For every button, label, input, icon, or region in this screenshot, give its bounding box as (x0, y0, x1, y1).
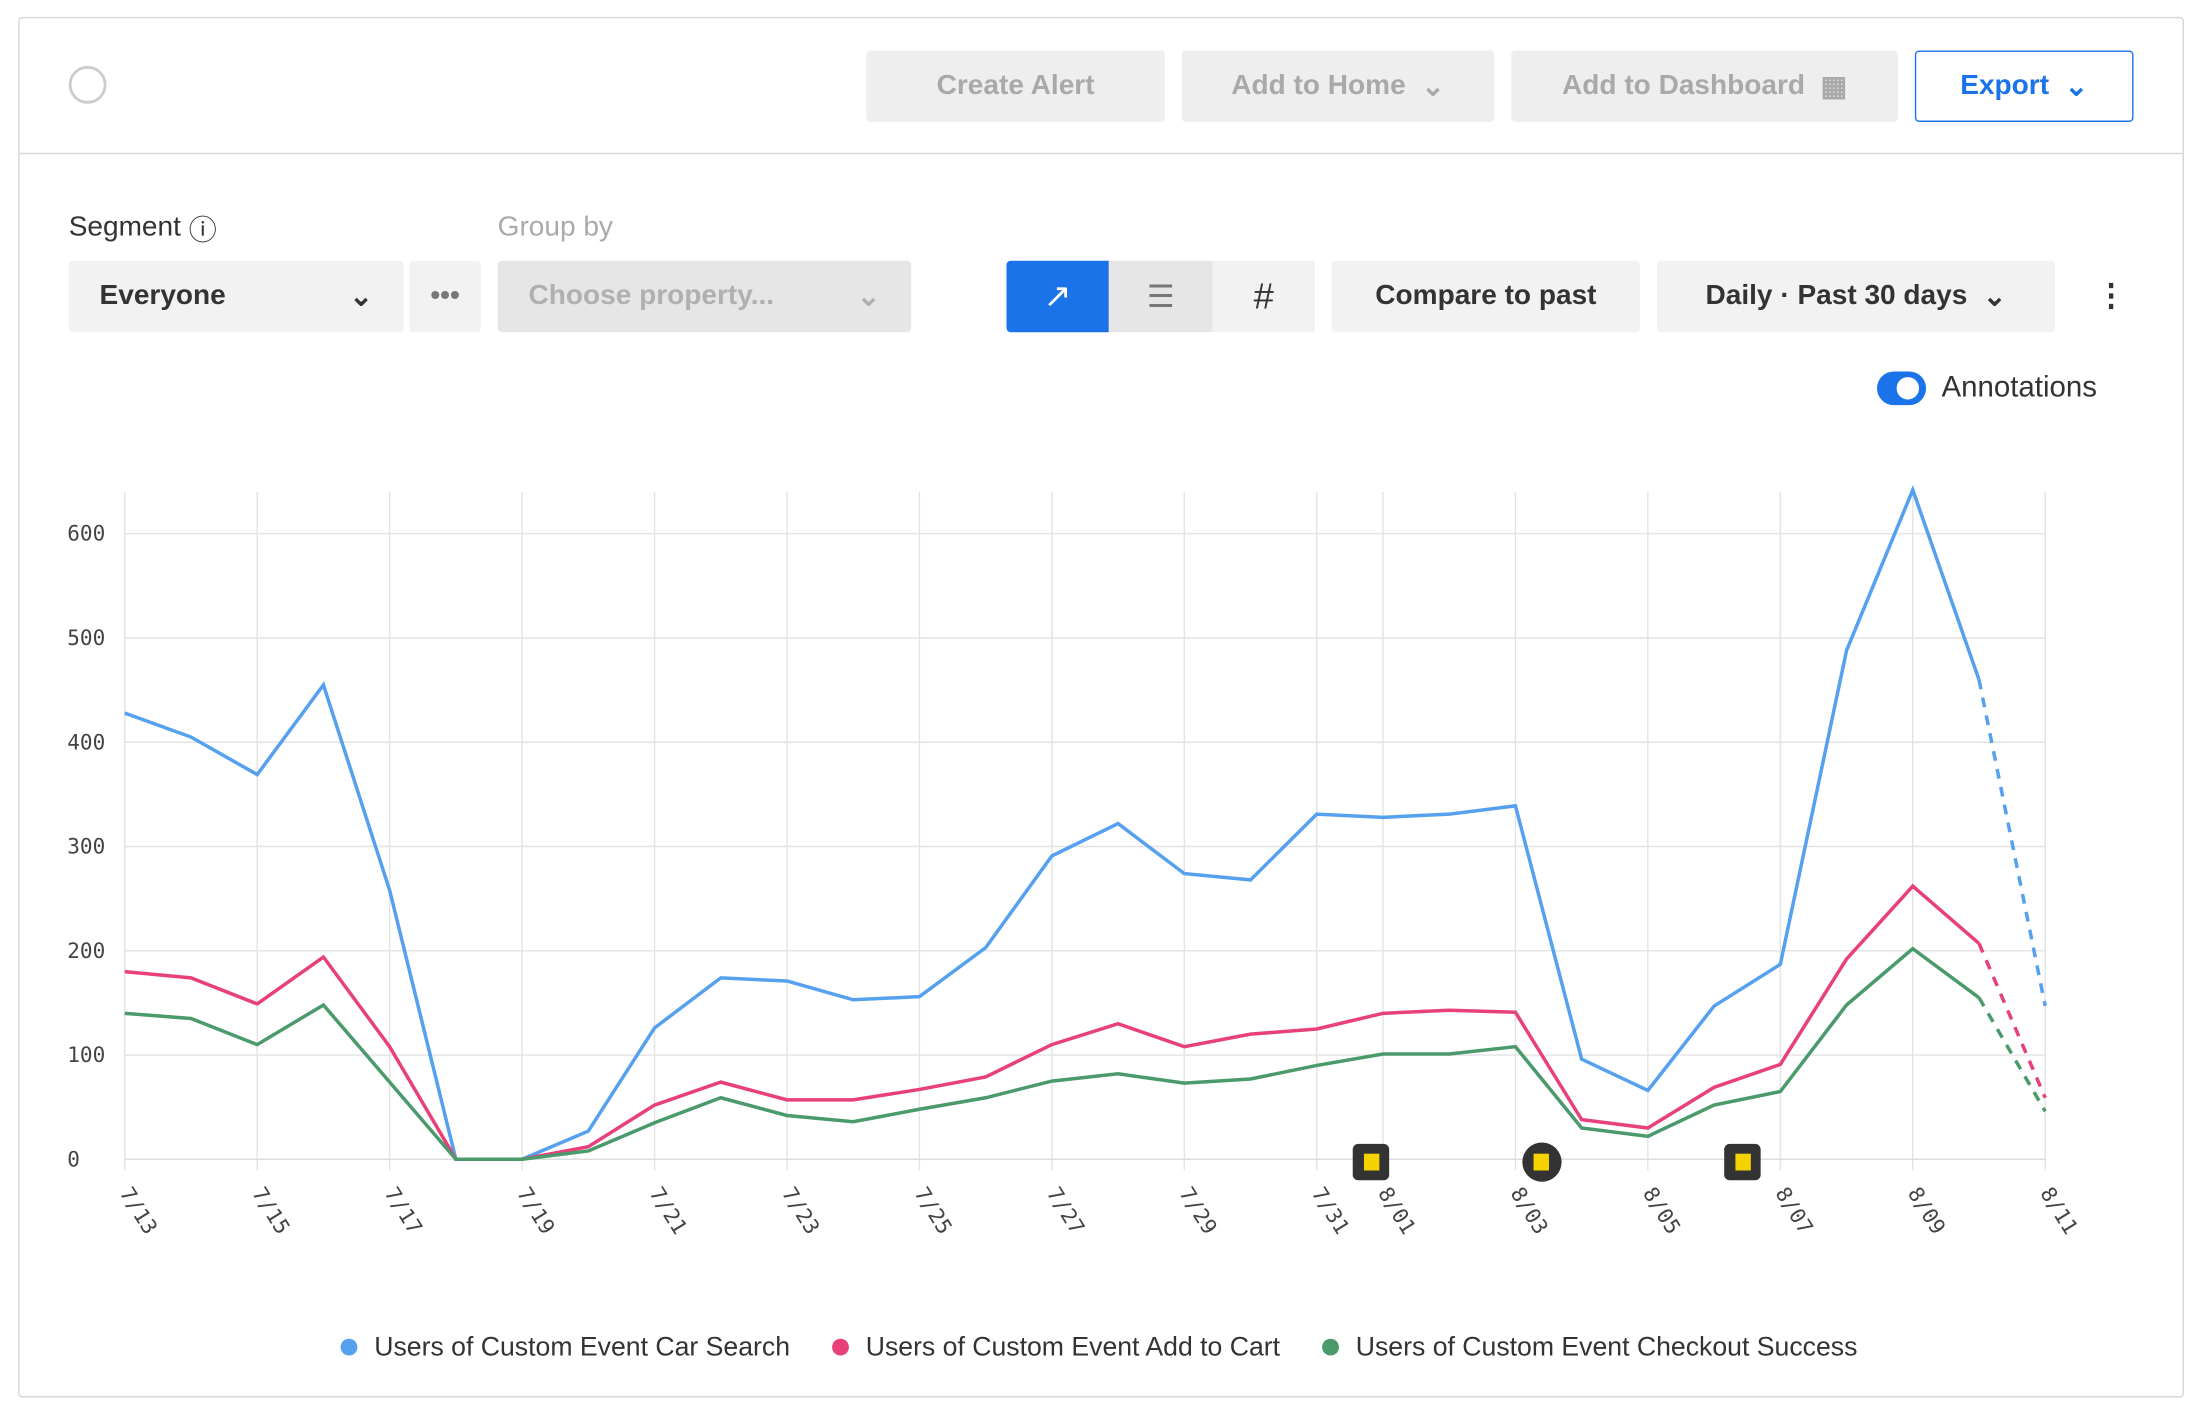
kebab-menu[interactable]: ⋮ (2095, 277, 2127, 313)
annotation-icon (1363, 1153, 1380, 1171)
legend-swatch (340, 1338, 358, 1356)
label: Export (1960, 70, 2050, 101)
x-tick-label: 7/25 (910, 1182, 958, 1238)
y-tick-label: 200 (67, 938, 105, 963)
legend-swatch (832, 1338, 849, 1356)
export-button[interactable]: Export ⌄ (1914, 50, 2134, 122)
annotation-icon (1735, 1153, 1751, 1171)
series-line (124, 883, 1981, 1162)
text: Everyone (99, 280, 226, 312)
x-tick-label: 7/21 (645, 1182, 693, 1238)
x-tick-label: 8/11 (2035, 1182, 2083, 1238)
legend: Users of Custom Event Car Search Users of… (340, 1332, 1858, 1362)
x-tick-label: 7/23 (777, 1182, 825, 1238)
y-tick-label: 300 (67, 834, 105, 859)
x-tick-label: 8/09 (1903, 1182, 1951, 1238)
add-to-dashboard-button[interactable]: Add to Dashboard ▦ (1511, 50, 1899, 122)
add-to-home-button[interactable]: Add to Home ⌄ (1181, 50, 1495, 122)
number-view-button[interactable]: # (1212, 260, 1315, 333)
legend-label: Users of Custom Event Add to Cart (866, 1332, 1281, 1362)
y-tick-label: 400 (67, 729, 105, 754)
annotations-label: Annotations (1941, 371, 2097, 404)
legend-label: Users of Custom Event Car Search (374, 1332, 790, 1362)
x-tick-label: 8/05 (1638, 1182, 1686, 1238)
panel (18, 16, 2184, 1398)
segment-label: Segment ⓘ (68, 210, 217, 247)
annotation-markers (1352, 1142, 1761, 1182)
series-line-partial (1977, 679, 2047, 1007)
compare-button[interactable]: Compare to past (1331, 260, 1641, 333)
label: Add to Home (1231, 70, 1406, 101)
y-tick-label: 100 (67, 1042, 105, 1067)
segment-dropdown[interactable]: Everyone ⌄ (68, 260, 404, 333)
x-tick-label: 8/03 (1506, 1182, 1554, 1238)
range-dropdown[interactable]: Daily · Past 30 days ⌄ (1656, 260, 2056, 333)
x-tick-label: 7/17 (380, 1182, 428, 1238)
group-by-label: Group by (497, 210, 613, 242)
x-tick-label: 7/13 (115, 1182, 163, 1238)
x-tick-label: 7/27 (1042, 1182, 1090, 1238)
text: Segment (68, 210, 181, 242)
annotations-toggle[interactable] (1876, 371, 1927, 406)
x-tick-label: 7/19 (512, 1182, 560, 1238)
label: Add to Dashboard (1562, 70, 1806, 101)
y-tick-label: 0 (67, 1146, 80, 1171)
legend-swatch (1322, 1338, 1339, 1356)
x-tick-label: 8/01 (1373, 1182, 1421, 1238)
text: Choose property... (528, 280, 775, 312)
legend-label: Users of Custom Event Checkout Success (1356, 1332, 1858, 1362)
create-alert-button[interactable]: Create Alert (866, 50, 1165, 122)
x-tick-label: 7/29 (1174, 1182, 1222, 1238)
annotation-icon (1533, 1153, 1549, 1171)
group-by-dropdown[interactable]: Choose property... ⌄ (497, 260, 912, 333)
series-line-partial (1977, 996, 2047, 1113)
series-line (124, 485, 1981, 1162)
label: Create Alert (936, 70, 1095, 101)
bar-view-button[interactable]: ☰ (1108, 260, 1213, 333)
x-tick-label: 7/31 (1307, 1182, 1355, 1238)
x-tick-label: 7/15 (247, 1182, 295, 1238)
more-button[interactable]: ••• (409, 260, 481, 333)
y-tick-label: 600 (67, 521, 105, 546)
text: Daily · Past 30 days (1705, 280, 1968, 312)
plot: 0 100 200 300 400 500 600 7/13 7/15 7/17 7/19 7/21 7… (67, 485, 2083, 1239)
text: Compare to past (1375, 280, 1597, 312)
x-tick-label: 8/07 (1770, 1182, 1818, 1238)
divider (19, 152, 2183, 155)
line-view-button[interactable]: ↗ (1006, 260, 1109, 333)
y-tick-label: 500 (67, 625, 105, 650)
series-line-partial (1977, 942, 2047, 1099)
series-line (124, 946, 1981, 1162)
history-icon[interactable] (68, 65, 107, 104)
